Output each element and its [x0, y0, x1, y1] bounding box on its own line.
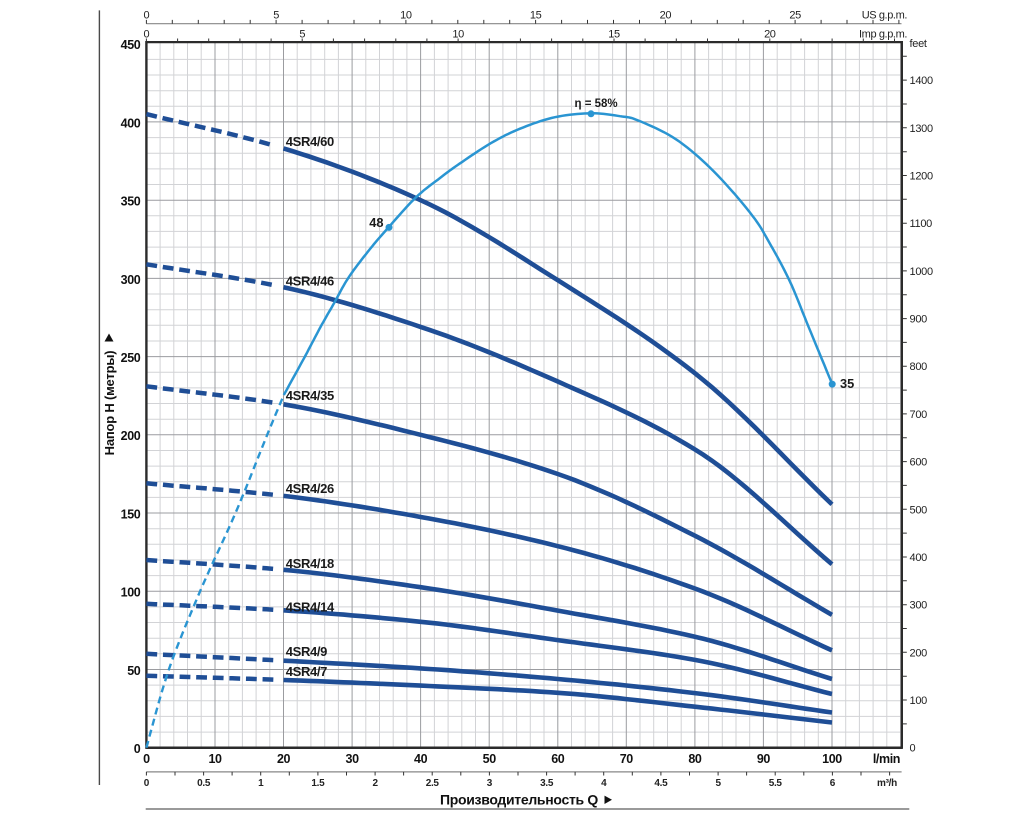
svg-text:Напор H (метры): Напор H (метры): [102, 351, 117, 456]
svg-text:800: 800: [910, 361, 928, 373]
svg-text:20: 20: [660, 9, 672, 21]
svg-text:5: 5: [273, 9, 279, 21]
svg-text:20: 20: [764, 28, 776, 40]
svg-text:48: 48: [369, 215, 383, 230]
svg-text:35: 35: [840, 376, 854, 391]
svg-text:1300: 1300: [910, 123, 933, 135]
svg-text:4.5: 4.5: [654, 778, 668, 789]
svg-text:15: 15: [608, 28, 620, 40]
svg-text:0.5: 0.5: [197, 778, 211, 789]
svg-text:4SR4/18: 4SR4/18: [286, 556, 334, 571]
svg-text:Производительность Q: Производительность Q: [440, 791, 598, 807]
svg-text:4SR4/7: 4SR4/7: [286, 664, 327, 679]
svg-text:m³/h: m³/h: [877, 778, 897, 789]
svg-text:80: 80: [688, 752, 702, 766]
svg-text:l/min: l/min: [873, 752, 900, 766]
svg-text:100: 100: [910, 695, 928, 707]
svg-text:0: 0: [144, 9, 150, 21]
svg-text:200: 200: [910, 647, 928, 659]
svg-text:5: 5: [715, 778, 721, 789]
svg-text:20: 20: [277, 752, 291, 766]
svg-text:5.5: 5.5: [769, 778, 783, 789]
svg-text:4SR4/60: 4SR4/60: [286, 134, 334, 149]
svg-text:100: 100: [822, 752, 842, 766]
svg-text:250: 250: [121, 351, 141, 365]
svg-text:0: 0: [144, 28, 150, 40]
svg-text:0: 0: [143, 752, 150, 766]
svg-text:500: 500: [910, 504, 928, 516]
svg-text:10: 10: [208, 752, 222, 766]
svg-text:60: 60: [551, 752, 565, 766]
svg-text:Imp g.p.m.: Imp g.p.m.: [859, 28, 907, 40]
svg-text:4SR4/26: 4SR4/26: [286, 481, 334, 496]
svg-text:feet: feet: [910, 38, 927, 50]
svg-text:0: 0: [144, 778, 150, 789]
svg-text:1100: 1100: [910, 218, 933, 230]
svg-text:90: 90: [757, 752, 771, 766]
svg-text:2: 2: [372, 778, 378, 789]
svg-text:5: 5: [299, 28, 305, 40]
svg-text:200: 200: [121, 429, 141, 443]
svg-text:4: 4: [601, 778, 607, 789]
svg-text:4SR4/46: 4SR4/46: [286, 274, 334, 289]
svg-text:2.5: 2.5: [426, 778, 440, 789]
svg-text:70: 70: [620, 752, 634, 766]
svg-text:6: 6: [830, 778, 836, 789]
svg-text:0: 0: [134, 742, 141, 756]
svg-text:3: 3: [487, 778, 493, 789]
svg-text:4SR4/9: 4SR4/9: [286, 644, 327, 659]
svg-text:400: 400: [910, 552, 928, 564]
svg-text:300: 300: [910, 600, 928, 612]
svg-text:1: 1: [258, 778, 264, 789]
svg-text:η = 58%: η = 58%: [575, 98, 618, 110]
svg-text:100: 100: [121, 586, 141, 600]
svg-text:4SR4/14: 4SR4/14: [286, 600, 335, 615]
svg-text:50: 50: [483, 752, 497, 766]
svg-text:900: 900: [910, 314, 928, 326]
svg-text:150: 150: [121, 507, 141, 521]
svg-text:1200: 1200: [910, 171, 933, 183]
svg-text:1000: 1000: [910, 266, 933, 278]
svg-text:10: 10: [400, 9, 412, 21]
svg-text:30: 30: [346, 752, 360, 766]
svg-text:400: 400: [121, 116, 141, 130]
svg-text:0: 0: [910, 743, 916, 755]
svg-text:10: 10: [452, 28, 464, 40]
svg-text:700: 700: [910, 409, 928, 421]
svg-text:1400: 1400: [910, 75, 933, 87]
svg-text:350: 350: [121, 195, 141, 209]
svg-text:50: 50: [127, 664, 141, 678]
svg-text:1.5: 1.5: [311, 778, 325, 789]
svg-text:300: 300: [121, 273, 141, 287]
svg-text:3.5: 3.5: [540, 778, 554, 789]
svg-text:450: 450: [121, 38, 141, 52]
svg-text:US g.p.m.: US g.p.m.: [862, 9, 908, 21]
svg-text:15: 15: [530, 9, 542, 21]
svg-text:600: 600: [910, 457, 928, 469]
svg-text:4SR4/35: 4SR4/35: [286, 388, 334, 403]
svg-text:25: 25: [789, 9, 801, 21]
svg-text:40: 40: [414, 752, 428, 766]
